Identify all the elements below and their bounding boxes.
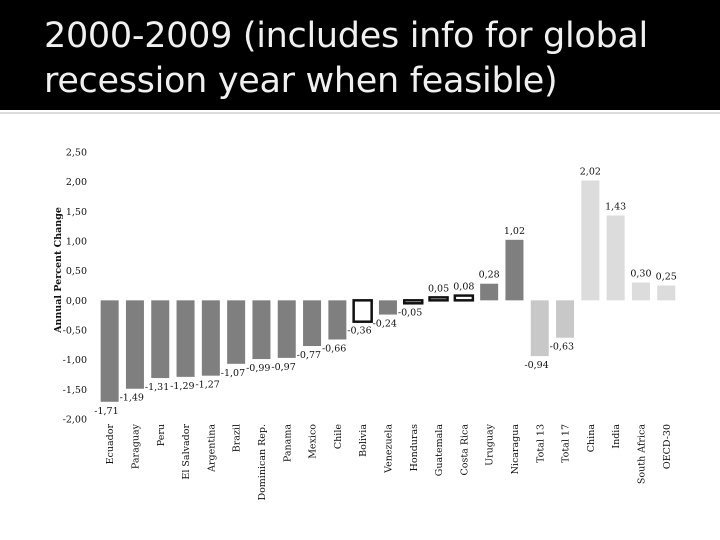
bar [530, 300, 549, 357]
category-label: Paraguay [130, 423, 141, 469]
data-label: -0,99 [246, 363, 270, 374]
category-label: Chile [333, 424, 344, 449]
bar [151, 300, 170, 379]
bar [480, 283, 499, 301]
data-label: 1,02 [504, 226, 525, 237]
data-label: 0,08 [453, 282, 474, 293]
y-tick-label: 2,00 [66, 177, 87, 188]
y-tick-label: -2,00 [63, 415, 87, 426]
category-label: Dominican Rep. [257, 424, 268, 501]
data-label: -0,77 [297, 350, 321, 361]
data-label: 0,28 [479, 270, 500, 281]
bar [227, 300, 246, 364]
y-tick-label: 0,00 [66, 296, 87, 307]
category-label: Bolivia [358, 424, 369, 457]
data-label: 1,43 [605, 201, 626, 212]
y-tick-label: 0,50 [66, 266, 87, 277]
y-axis-ticks: 2,50 2,00 1,50 1,00 0,50 0,00 -0,50 -1,00 -1,50 -… [63, 148, 87, 426]
data-label: -0,94 [524, 360, 548, 371]
bar [657, 285, 676, 301]
data-label: -1,07 [221, 368, 245, 379]
bar [505, 239, 524, 301]
bar [176, 300, 195, 377]
bar [581, 180, 600, 301]
bar [125, 300, 144, 389]
category-label: Nicaragua [510, 424, 521, 475]
category-label: Costa Rica [459, 424, 470, 476]
bar [352, 299, 373, 323]
category-label: South Africa [636, 424, 647, 484]
data-label: 2,02 [580, 166, 601, 177]
y-axis-title: Annual Percent Change [53, 207, 64, 334]
data-label: 0,25 [656, 272, 677, 283]
data-label: -0,63 [550, 342, 574, 353]
category-label: Mexico [308, 424, 319, 459]
data-label: -1,49 [120, 393, 144, 404]
data-label: -0,66 [322, 343, 346, 354]
category-label: El Salvador [181, 424, 192, 480]
bar [277, 300, 296, 358]
bar [201, 300, 220, 376]
category-labels: Ecuador Paraguay Peru El Salvador Argentina B… [105, 423, 673, 500]
bar [453, 294, 475, 302]
bar [252, 300, 271, 360]
data-label: -1,71 [94, 406, 118, 417]
data-labels: -1,71-1,49-1,31 -1,29 -1,27-1,07 -0,99 -0,97… [94, 166, 677, 416]
y-tick-label: 2,50 [66, 148, 87, 159]
category-label: Ecuador [105, 424, 116, 465]
data-label: -0,97 [271, 362, 295, 373]
category-label: Total 13 [535, 424, 546, 463]
category-label: Honduras [409, 424, 420, 472]
bar [328, 300, 347, 340]
y-tick-label: 1,50 [66, 207, 87, 218]
category-label: Peru [156, 424, 167, 446]
y-tick-label: -0,50 [63, 326, 87, 337]
category-label: Total 17 [561, 424, 572, 463]
y-tick-label: -1,00 [63, 355, 87, 366]
category-label: Brazil [232, 424, 243, 452]
category-label: Panama [282, 424, 293, 462]
data-label: -1,27 [195, 380, 219, 391]
bars [100, 180, 676, 402]
data-label: -1,29 [170, 381, 194, 392]
y-tick-label: -1,50 [63, 385, 87, 396]
bar [378, 300, 397, 315]
bar [100, 300, 119, 402]
data-label: -1,31 [145, 382, 169, 393]
bar [606, 215, 625, 301]
page-title: 2000-2009 (includes info for global rece… [44, 16, 648, 101]
category-label: OECD-30 [662, 424, 673, 469]
category-label: Venezuela [383, 424, 394, 474]
category-label: India [611, 424, 622, 449]
data-label: -0,36 [347, 326, 371, 337]
category-label: China [586, 424, 597, 453]
data-label: 0,05 [428, 283, 449, 294]
category-label: Guatemala [434, 424, 445, 477]
bar [556, 300, 575, 338]
category-label: Uruguay [485, 423, 496, 466]
bar [631, 282, 650, 301]
title-rule [0, 112, 720, 114]
bar [303, 300, 322, 347]
data-label: -0,05 [398, 307, 422, 318]
bar [428, 296, 449, 302]
y-tick-label: 1,00 [66, 237, 87, 248]
data-label: -0,24 [373, 319, 397, 330]
bar [403, 299, 424, 305]
title-band [0, 0, 720, 110]
category-label: Argentina [206, 424, 217, 473]
data-label: 0,30 [630, 269, 651, 280]
